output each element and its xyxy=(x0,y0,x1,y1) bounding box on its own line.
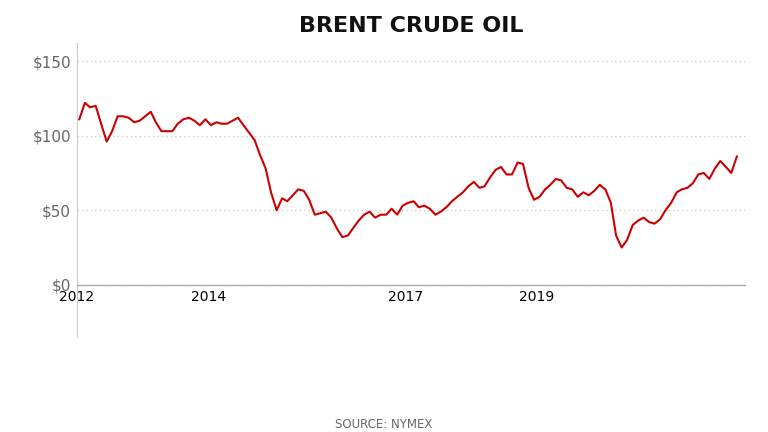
Text: SOURCE: NYMEX: SOURCE: NYMEX xyxy=(336,418,432,431)
Title: BRENT CRUDE OIL: BRENT CRUDE OIL xyxy=(299,16,523,36)
